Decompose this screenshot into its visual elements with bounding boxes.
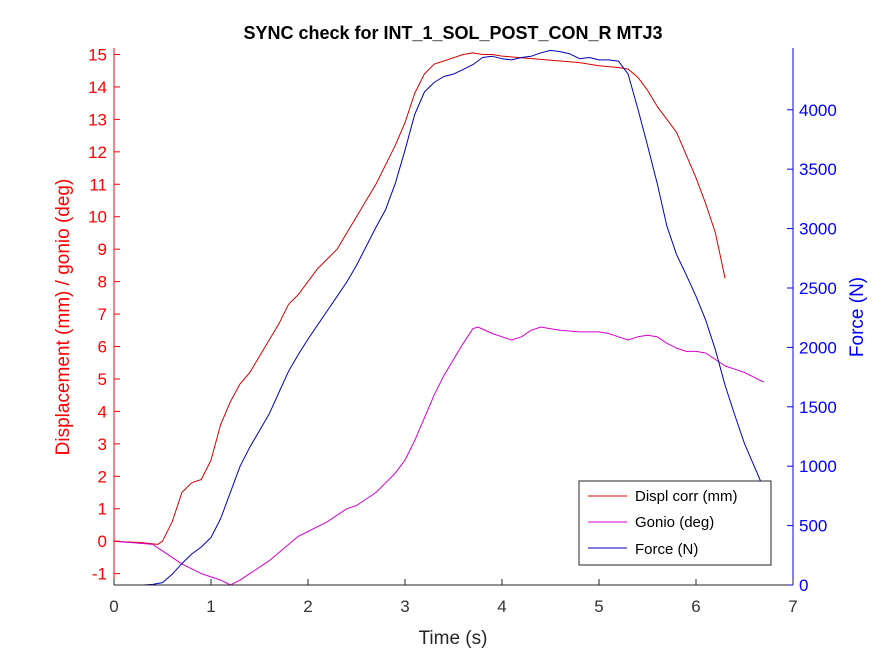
x-tick-label: 7 (788, 597, 797, 616)
legend-box (578, 480, 772, 566)
y-axis-left-label: Displacement (mm) / gonio (deg) (53, 179, 74, 456)
series-line-displ (113, 52, 726, 545)
y-right-tick-label: 1500 (799, 398, 837, 417)
y-left-tick-label: 12 (88, 143, 107, 162)
y-right-tick-label: 1000 (799, 457, 837, 476)
y-right-tick-label: 0 (799, 576, 808, 595)
bottom-ticks: 0 1 2 3 4 5 6 7 (109, 579, 798, 616)
y-left-tick-label: 14 (88, 78, 107, 97)
y-left-tick-label: 5 (98, 370, 107, 389)
y-left-tick-label: 7 (98, 305, 107, 324)
x-tick-label: 0 (109, 597, 118, 616)
y-right-tick-label: 2000 (799, 338, 837, 357)
x-axis-label: Time (s) (419, 628, 488, 649)
series-group (113, 49, 765, 586)
x-tick-label: 5 (594, 597, 603, 616)
x-tick-label: 4 (497, 597, 506, 616)
y-axis-right-label: Force (N) (847, 277, 868, 357)
y-left-tick-label: 6 (98, 338, 107, 357)
y-left-tick-label: 9 (98, 240, 107, 259)
x-tick-label: 3 (400, 597, 409, 616)
y-left-tick-label: 4 (98, 402, 107, 421)
y-left-tick-label: 15 (88, 45, 107, 64)
y-left-tick-label: 3 (98, 435, 107, 454)
y-left-tick-label: 0 (98, 532, 107, 551)
legend-label-gonio: Gonio (deg) (635, 514, 714, 531)
chart-title: SYNC check for INT_1_SOL_POST_CON_R MTJ3 (243, 23, 662, 43)
y-left-tick-label: 1 (98, 500, 107, 519)
x-tick-label: 6 (691, 597, 700, 616)
right-ticks: 0 500 1000 1500 2000 2500 3000 3500 4000 (787, 101, 837, 595)
legend: Displ corr (mm) Gonio (deg) Force (N) (578, 480, 772, 566)
y-left-tick-label: 11 (89, 175, 107, 194)
x-tick-label: 1 (206, 597, 215, 616)
y-left-tick-label: 13 (88, 110, 107, 129)
y-right-tick-label: 3500 (799, 160, 837, 179)
series-line-force (114, 49, 765, 586)
legend-label-displ: Displ corr (mm) (635, 488, 738, 505)
x-tick-label: 2 (303, 597, 312, 616)
y-right-tick-label: 4000 (799, 101, 837, 120)
y-left-tick-label: 10 (88, 208, 107, 227)
y-right-tick-label: 3000 (799, 220, 837, 239)
y-right-tick-label: 2500 (799, 279, 837, 298)
series-line-gonio (113, 326, 765, 586)
y-right-tick-label: 500 (799, 517, 827, 536)
y-left-tick-label: 8 (98, 273, 107, 292)
y-left-tick-label: -1 (92, 565, 107, 584)
y-left-tick-label: 2 (98, 467, 107, 486)
legend-label-force: Force (N) (635, 541, 698, 558)
